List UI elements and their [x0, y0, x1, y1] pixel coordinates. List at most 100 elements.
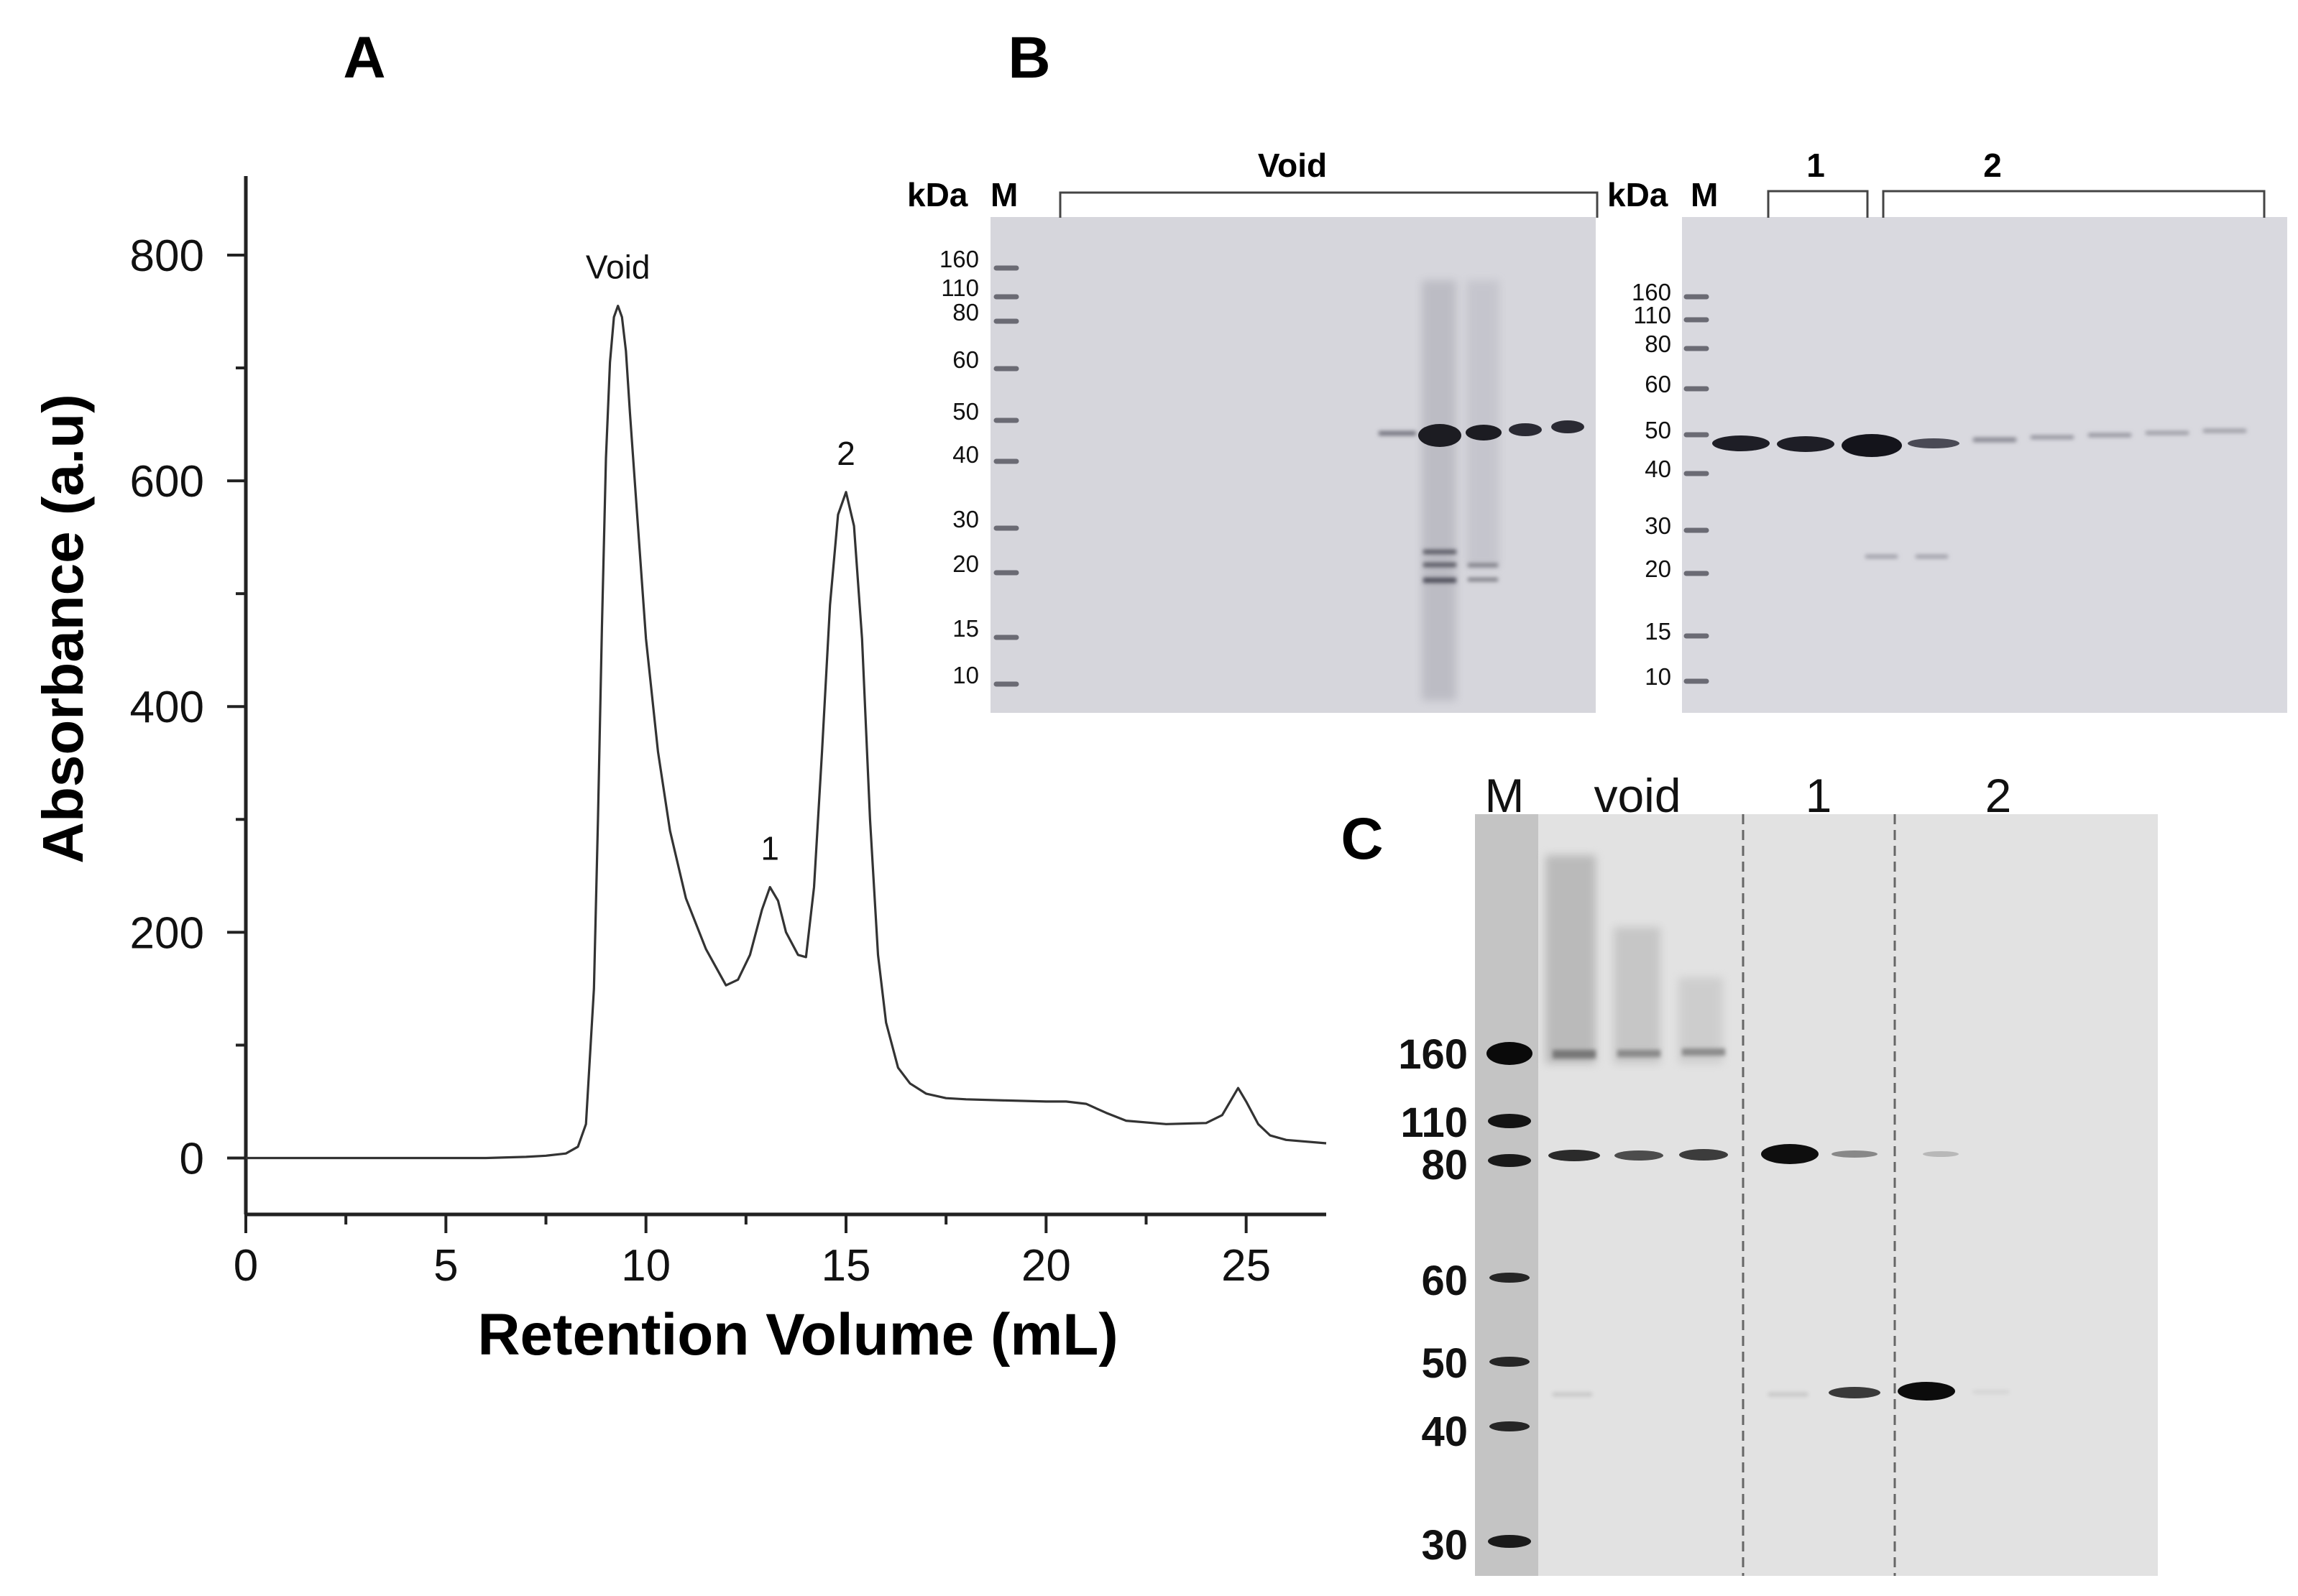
gel-c-minor-band	[1553, 1393, 1592, 1396]
gel-c-band	[1553, 1050, 1596, 1058]
peak-label: Void	[586, 249, 651, 286]
gel-b1-size-label: 20	[952, 550, 979, 577]
gel-b2-bracket-1	[1767, 190, 1869, 218]
gel-c-size-label: 110	[1400, 1099, 1468, 1146]
gel-b1-shade	[991, 217, 1596, 713]
peak-annotations: Void 1 2	[586, 249, 855, 867]
gel-c-lane-smear	[1545, 855, 1596, 1064]
gel-c-size-label: 80	[1421, 1142, 1468, 1189]
gel-c-ladder-band	[1488, 1114, 1531, 1128]
gel-b2-sample-bands	[1712, 429, 2246, 558]
gel-b2-group-label-2: 2	[1983, 147, 2002, 184]
gel-b2: kDa M 1 2 160 110 80 60 50 40 30 20 15	[1607, 147, 2287, 713]
gel-c-band	[1761, 1144, 1819, 1164]
gel-b2-band	[2146, 431, 2189, 435]
gel-c-lane-label-void: void	[1594, 769, 1681, 822]
gel-b1-marker-lane	[993, 265, 1019, 687]
gel-b1: kDa M Void 160 110 80 60 50 40 30 20 15	[907, 147, 1599, 713]
gel-c-lane-smear	[1614, 927, 1660, 1064]
gel-c-band	[1548, 1150, 1600, 1161]
gel-b2-group-label-1: 1	[1806, 147, 1825, 184]
peak-label: 2	[837, 435, 855, 472]
gel-b1-size-label: 110	[941, 275, 979, 301]
gel-c-size-label: 30	[1421, 1522, 1468, 1569]
gel-b2-size-label: 30	[1645, 512, 1671, 539]
gel-c-band	[1829, 1387, 1880, 1398]
gel-b1-unit-label: kDa	[907, 176, 968, 213]
gel-b1-minor-band	[1468, 578, 1498, 581]
gel-c-lane-label-2: 2	[1985, 769, 2012, 822]
gel-c-band	[1898, 1382, 1955, 1401]
gel-c-band	[1679, 1149, 1728, 1161]
x-axis-title: Retention Volume (mL)	[477, 1302, 1118, 1367]
gel-b2-minor-band	[1865, 555, 1898, 558]
gel-c-lane-label-1: 1	[1806, 769, 1832, 822]
panel-label-A: A	[343, 25, 385, 91]
gel-c-band	[1923, 1151, 1959, 1157]
y-axis-title: Absorbance (a.u)	[31, 394, 95, 863]
y-tick-label: 200	[130, 908, 204, 958]
gel-c-band	[1831, 1150, 1878, 1158]
gel-b1-band	[1466, 425, 1502, 440]
gel-b2-size-label: 60	[1645, 371, 1671, 397]
gel-c-band	[1614, 1150, 1663, 1161]
gel-c: M void 1 2 160 110 80 60 50 40 30	[1398, 769, 2158, 1576]
gel-c-marker-lane	[1486, 1042, 1532, 1548]
gel-c-size-label: 60	[1421, 1258, 1468, 1304]
y-tick-label: 400	[130, 683, 204, 732]
gel-b1-band	[1418, 424, 1461, 447]
gel-c-size-label: 160	[1398, 1031, 1468, 1078]
gel-c-size-labels: 160 110 80 60 50 40 30	[1398, 1031, 1468, 1569]
gel-c-ladder-band	[1488, 1535, 1531, 1548]
gel-b2-size-label: 160	[1632, 279, 1671, 305]
gel-b2-minor-band	[1916, 555, 1948, 558]
gel-b1-size-label: 80	[952, 299, 979, 326]
gel-c-size-label: 50	[1421, 1340, 1468, 1387]
gel-b1-minor-band	[1423, 563, 1456, 567]
gel-b1-void-bracket	[1059, 191, 1599, 218]
gel-b1-size-label: 15	[952, 615, 979, 642]
gel-b2-bracket-2	[1882, 190, 2266, 218]
peak-label: 1	[760, 830, 779, 867]
x-tick-label: 5	[433, 1241, 458, 1291]
gel-c-ladder-band	[1489, 1357, 1530, 1367]
gel-b2-size-label: 50	[1645, 417, 1671, 443]
gel-b1-minor-band	[1423, 550, 1456, 554]
x-tick-label: 25	[1221, 1241, 1271, 1291]
gel-b2-band	[1973, 438, 2016, 442]
x-tick-label: 10	[621, 1241, 671, 1291]
gel-b2-band	[2203, 429, 2246, 433]
x-tick-label: 15	[822, 1241, 871, 1291]
gel-b1-size-label: 160	[939, 246, 979, 272]
panel-label-C: C	[1341, 806, 1383, 872]
gel-c-band	[1682, 1048, 1725, 1056]
y-tick-label: 0	[180, 1134, 204, 1184]
gel-c-size-label: 40	[1421, 1408, 1468, 1455]
gel-c-ladder-band	[1486, 1042, 1532, 1065]
gel-b1-size-label: 30	[952, 506, 979, 532]
gel-c-lane-labels: M void 1 2	[1485, 769, 2012, 822]
gel-b1-marker-label: M	[991, 176, 1018, 213]
gel-b2-size-label: 110	[1633, 302, 1671, 328]
x-tick-label: 0	[234, 1241, 258, 1291]
chart-a: 0 5 10 15 20 25 0 200 400 600 800 Void 1 2 Retentio…	[31, 176, 1327, 1367]
gel-b2-band	[2031, 435, 2074, 439]
y-tick-label: 800	[130, 231, 204, 281]
gel-b1-size-label: 10	[952, 662, 979, 688]
gel-b2-marker-label: M	[1691, 176, 1718, 213]
gel-b1-lane-smear	[1422, 280, 1456, 701]
gel-b1-minor-band	[1423, 578, 1456, 583]
gel-b2-band	[1842, 434, 1902, 457]
x-ticks: 0 5 10 15 20 25	[234, 1214, 1271, 1291]
gel-b2-marker-lane	[1683, 294, 1709, 684]
gel-b1-lane-smear	[1466, 280, 1499, 568]
gel-b1-band	[1509, 423, 1542, 436]
gel-b2-band	[1777, 436, 1834, 452]
gel-b1-sample-bands	[1379, 280, 1584, 701]
chromatogram-series-line	[246, 305, 1327, 1160]
y-ticks: 0 200 400 600 800	[130, 231, 246, 1184]
gel-b2-band	[2088, 433, 2131, 437]
gel-b1-band	[1379, 431, 1416, 435]
gel-c-lane-label-m: M	[1485, 769, 1525, 822]
